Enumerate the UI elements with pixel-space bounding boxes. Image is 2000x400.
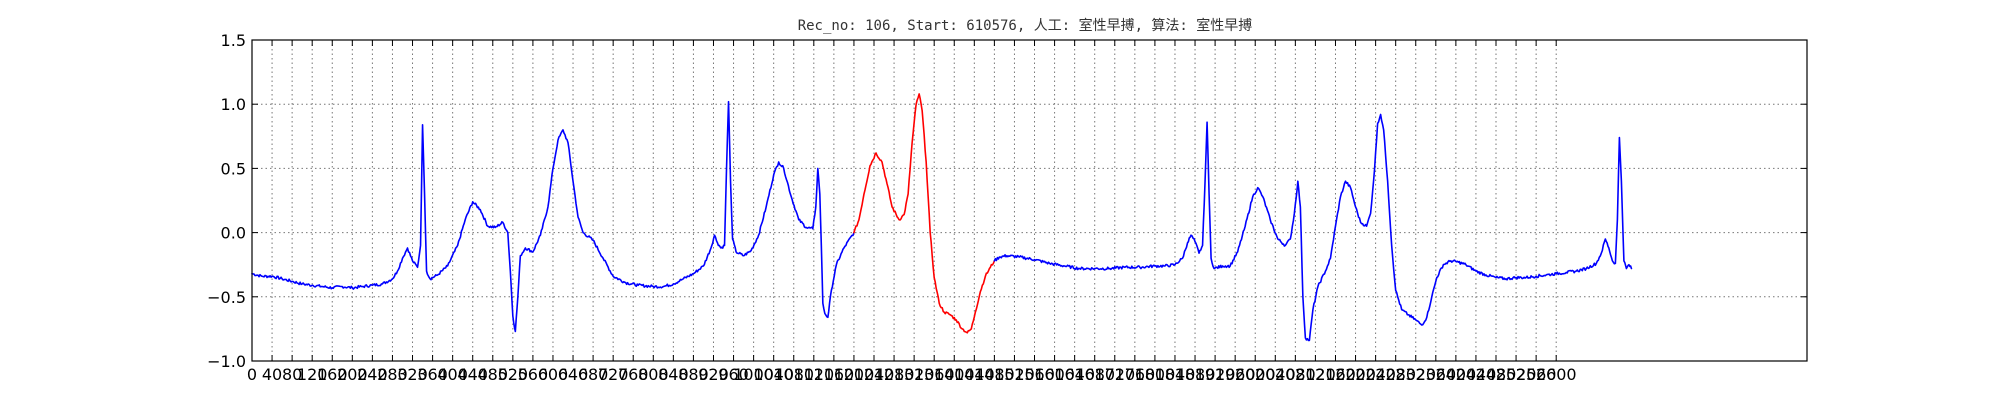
x-tick-label: 880 bbox=[678, 365, 709, 384]
x-tick-label: 560 bbox=[518, 365, 549, 384]
x-tick-label: 2400 bbox=[1436, 365, 1477, 384]
x-tick-label: 1960 bbox=[1215, 365, 1256, 384]
x-tick-label: 1280 bbox=[874, 365, 915, 384]
x-tick-label: 520 bbox=[498, 365, 529, 384]
x-tick-label: 960 bbox=[718, 365, 749, 384]
chart-title: Rec_no: 106, Start: 610576, 人工: 室性早搏, 算法… bbox=[798, 17, 1253, 34]
x-tick-label: 2280 bbox=[1375, 365, 1416, 384]
x-tick-label: 1480 bbox=[974, 365, 1015, 384]
x-tick-label: 1600 bbox=[1034, 365, 1075, 384]
x-axis-ticks: 0 40 8012016020024028032036040044048052056… bbox=[247, 40, 1577, 384]
x-tick-label: 1000 bbox=[733, 365, 774, 384]
y-tick-label: 0.5 bbox=[221, 159, 246, 178]
x-tick-label: 240 bbox=[357, 365, 388, 384]
x-tick-label: 2160 bbox=[1315, 365, 1356, 384]
y-tick-label: −1.0 bbox=[207, 352, 246, 371]
y-tick-label: 1.0 bbox=[221, 95, 246, 114]
y-tick-label: 1.5 bbox=[221, 31, 246, 50]
x-tick-label: 1920 bbox=[1195, 365, 1236, 384]
x-tick-label: 1880 bbox=[1175, 365, 1216, 384]
x-tick-label: 440 bbox=[457, 365, 488, 384]
x-tick-label: 1800 bbox=[1135, 365, 1176, 384]
x-tick-label: 720 bbox=[598, 365, 629, 384]
x-tick-label: 1440 bbox=[954, 365, 995, 384]
x-tick-label: 2360 bbox=[1415, 365, 1456, 384]
x-tick-label: 480 bbox=[478, 365, 509, 384]
x-tick-label: 1840 bbox=[1155, 365, 1196, 384]
y-tick-label: −0.5 bbox=[207, 288, 246, 307]
ecg-series-line-1 bbox=[853, 93, 996, 334]
x-tick-label: 1200 bbox=[834, 365, 875, 384]
ecg-series-line-0 bbox=[251, 100, 855, 333]
x-tick-label: 0 bbox=[247, 365, 257, 384]
x-tick-label: 360 bbox=[417, 365, 448, 384]
x-tick-label: 600 bbox=[538, 365, 569, 384]
x-tick-label: 2120 bbox=[1295, 365, 1336, 384]
plot-frame bbox=[251, 39, 1808, 362]
x-tick-label: 320 bbox=[397, 365, 428, 384]
x-tick-label: 2440 bbox=[1456, 365, 1497, 384]
x-tick-label: 2240 bbox=[1355, 365, 1396, 384]
x-tick-label: 1160 bbox=[814, 365, 855, 384]
x-tick-label: 760 bbox=[618, 365, 649, 384]
x-tick-label: 1720 bbox=[1094, 365, 1135, 384]
series-layer bbox=[251, 93, 1633, 342]
x-tick-label: 120 bbox=[297, 365, 328, 384]
x-tick-label: 1400 bbox=[934, 365, 975, 384]
x-tick-label: 1760 bbox=[1114, 365, 1155, 384]
x-tick-label: 40 bbox=[262, 365, 282, 384]
x-tick-label: 2080 bbox=[1275, 365, 1316, 384]
x-tick-label: 280 bbox=[377, 365, 408, 384]
x-tick-label: 2600 bbox=[1536, 365, 1577, 384]
x-tick-label: 1520 bbox=[994, 365, 1035, 384]
x-tick-label: 680 bbox=[578, 365, 609, 384]
ecg-series-line-2 bbox=[993, 113, 1633, 342]
x-tick-label: 2040 bbox=[1255, 365, 1296, 384]
x-tick-label: 1240 bbox=[854, 365, 895, 384]
x-tick-label: 400 bbox=[437, 365, 468, 384]
x-tick-label: 1640 bbox=[1054, 365, 1095, 384]
x-tick-label: 2320 bbox=[1395, 365, 1436, 384]
x-tick-label: 1680 bbox=[1074, 365, 1115, 384]
grid-layer bbox=[252, 40, 1807, 361]
y-tick-label: 0.0 bbox=[221, 224, 246, 243]
x-tick-label: 920 bbox=[698, 365, 729, 384]
x-tick-label: 160 bbox=[317, 365, 348, 384]
x-tick-label: 1560 bbox=[1014, 365, 1055, 384]
x-tick-label: 80 bbox=[282, 365, 302, 384]
x-tick-label: 2560 bbox=[1516, 365, 1557, 384]
x-tick-label: 2520 bbox=[1496, 365, 1537, 384]
x-tick-label: 640 bbox=[558, 365, 589, 384]
x-tick-label: 2200 bbox=[1335, 365, 1376, 384]
x-tick-label: 1120 bbox=[793, 365, 834, 384]
x-tick-label: 1360 bbox=[914, 365, 955, 384]
x-tick-label: 1320 bbox=[894, 365, 935, 384]
x-tick-label: 840 bbox=[658, 365, 689, 384]
x-tick-label: 800 bbox=[638, 365, 669, 384]
x-tick-label: 2480 bbox=[1476, 365, 1517, 384]
y-axis-ticks: 1.5 1.0 0.5 0.0 −0.5 −1.0 bbox=[207, 31, 1807, 371]
x-tick-label: 1040 bbox=[753, 365, 794, 384]
x-tick-label: 1080 bbox=[773, 365, 814, 384]
x-tick-label: 200 bbox=[337, 365, 368, 384]
x-tick-label: 2000 bbox=[1235, 365, 1276, 384]
